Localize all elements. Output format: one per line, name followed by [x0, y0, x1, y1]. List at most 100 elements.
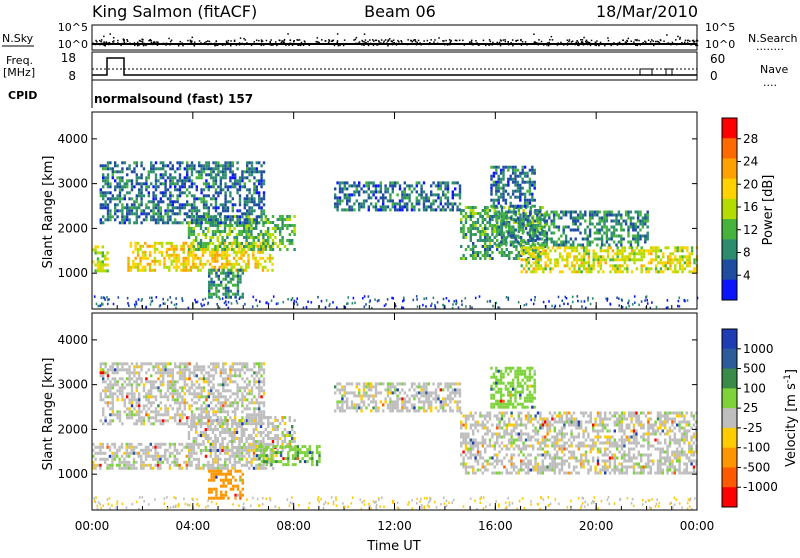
power-cell — [136, 200, 138, 203]
noise-dot — [181, 42, 183, 44]
power-cell — [144, 266, 146, 269]
power-cell — [109, 215, 111, 218]
power-cell — [97, 266, 99, 269]
vel-cell — [193, 452, 195, 455]
vel-cell — [253, 440, 255, 443]
power-cell — [104, 257, 106, 260]
power-cell — [677, 258, 679, 261]
power-cell — [579, 244, 581, 247]
power-cell — [124, 218, 126, 221]
power-cell — [491, 224, 493, 227]
power-cell — [199, 263, 201, 266]
noise-dot — [101, 39, 103, 41]
power-cell — [474, 257, 476, 260]
noise-dot — [120, 45, 122, 47]
power-cell — [527, 223, 529, 226]
power-cell — [581, 258, 583, 261]
power-cell — [214, 248, 216, 251]
power-cell — [560, 244, 562, 247]
power-cell — [212, 215, 214, 218]
power-cell — [629, 258, 631, 261]
vel-cell — [130, 449, 132, 452]
vel-cell — [284, 428, 286, 431]
power-cell — [238, 233, 240, 236]
power-cell — [691, 249, 693, 252]
vel-cell — [267, 422, 269, 425]
power-cell — [577, 217, 579, 220]
power-cell — [486, 212, 488, 215]
power-cell — [225, 293, 227, 296]
vel-cell — [145, 464, 147, 467]
power-ground-cell — [291, 299, 293, 302]
power-cell — [529, 187, 531, 190]
vel-cell — [224, 449, 226, 452]
noise-dot — [430, 39, 432, 41]
power-cell — [173, 251, 175, 254]
vel-cell — [138, 452, 140, 455]
noise-dot — [108, 42, 110, 44]
power-ground-cell — [413, 299, 415, 302]
power-cell — [344, 208, 346, 211]
vel-cell — [302, 457, 304, 460]
vel-cell — [245, 440, 247, 443]
power-ground-cell — [306, 306, 308, 309]
vel-cell — [218, 497, 220, 500]
power-cell — [627, 226, 629, 229]
power-cell — [227, 185, 229, 188]
vel-cell — [124, 410, 126, 413]
power-cell — [224, 182, 226, 185]
vel-cell — [255, 464, 257, 467]
power-cell — [609, 270, 611, 273]
power-cell — [130, 269, 132, 272]
power-cell — [260, 200, 262, 203]
vel-cell — [188, 443, 190, 446]
vel-cell — [186, 464, 188, 467]
power-cell — [689, 258, 691, 261]
vel-cell — [162, 455, 164, 458]
power-cell — [612, 264, 614, 267]
power-cell — [613, 226, 615, 229]
vel-cell — [263, 451, 265, 454]
power-cell — [217, 248, 219, 251]
power-cell — [593, 252, 595, 255]
power-cell — [597, 261, 599, 264]
power-cell — [519, 187, 521, 190]
power-cell — [293, 233, 295, 236]
vel-cell — [200, 434, 202, 437]
power-cell — [251, 164, 253, 167]
power-cell — [218, 284, 220, 287]
power-cell — [653, 249, 655, 252]
power-cell — [229, 164, 231, 167]
power-cell — [482, 245, 484, 248]
power-cell — [648, 261, 650, 264]
noise-dot — [447, 44, 449, 46]
power-cell — [155, 161, 157, 164]
power-ground-cell — [353, 297, 355, 300]
power-cell — [135, 263, 137, 266]
power-cell — [236, 218, 238, 221]
power-cell — [171, 260, 173, 263]
power-cell — [484, 251, 486, 254]
power-cell — [637, 214, 639, 217]
power-cell — [526, 175, 528, 178]
power-cell — [214, 221, 216, 224]
power-cell — [493, 181, 495, 184]
vel-cell — [202, 440, 204, 443]
power-cell — [472, 221, 474, 224]
power-cell — [233, 239, 235, 242]
power-cell — [489, 248, 491, 251]
power-cell — [503, 235, 505, 238]
power-cell — [214, 230, 216, 233]
vel-cell — [133, 467, 135, 470]
power-cell — [207, 242, 209, 245]
vel-cell — [265, 443, 267, 446]
vel-cell — [135, 446, 137, 449]
power-cell — [514, 178, 516, 181]
power-cell — [256, 218, 258, 221]
power-cell — [114, 218, 116, 221]
noise-dot — [534, 42, 536, 44]
power-cell — [124, 206, 126, 209]
power-cell — [184, 185, 186, 188]
power-cell — [384, 196, 386, 199]
power-cell — [235, 254, 237, 257]
